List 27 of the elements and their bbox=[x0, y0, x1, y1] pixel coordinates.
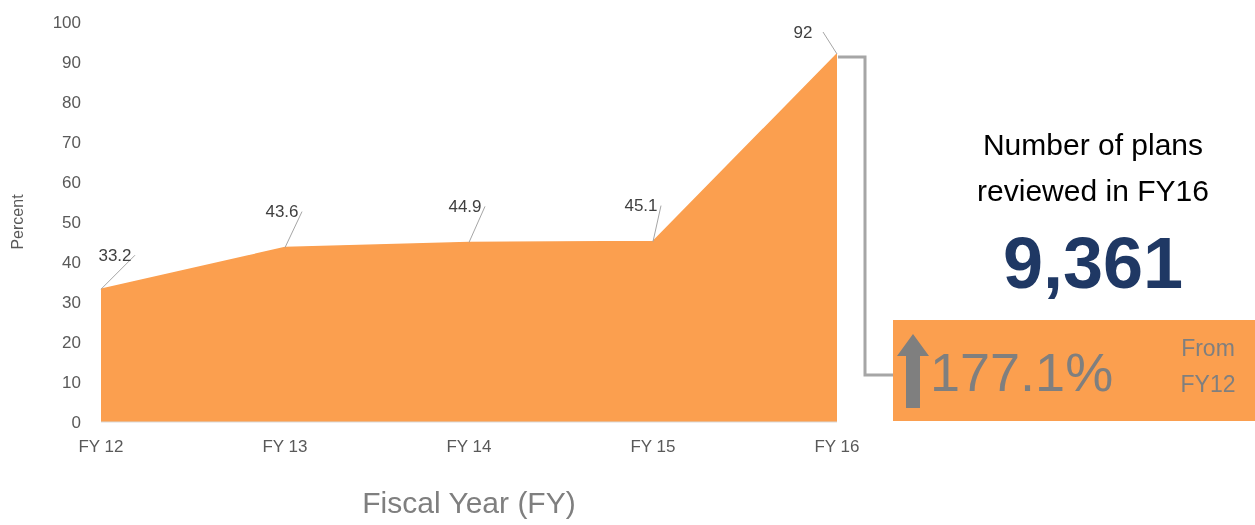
y-tick-label: 80 bbox=[62, 93, 81, 113]
y-axis-title: Percent bbox=[8, 193, 26, 250]
x-tick-label: FY 16 bbox=[814, 437, 860, 457]
y-tick-label: 40 bbox=[62, 253, 81, 273]
y-tick-label: 0 bbox=[71, 413, 81, 433]
data-label: 44.9 bbox=[448, 196, 482, 216]
y-tick-label: 10 bbox=[62, 373, 81, 393]
x-tick-label: FY 12 bbox=[78, 437, 124, 457]
x-tick-label: FY 15 bbox=[630, 437, 676, 457]
y-tick-label: 100 bbox=[52, 13, 81, 33]
text: 177.1% bbox=[930, 341, 1114, 404]
data-label: 92 bbox=[793, 22, 813, 42]
y-tick-label: 90 bbox=[62, 53, 81, 73]
x-axis-title: Fiscal Year (FY) bbox=[362, 486, 576, 519]
y-tick-label: 50 bbox=[62, 213, 81, 233]
text: Number of plans reviewed in FY16 bbox=[976, 127, 1210, 209]
x-tick-label: FY 13 bbox=[262, 437, 308, 457]
y-tick-label: 70 bbox=[62, 133, 81, 153]
y-tick-label: 20 bbox=[62, 333, 81, 353]
text: From FY12 bbox=[1179, 334, 1237, 399]
x-tick-label: FY 14 bbox=[446, 437, 492, 457]
y-tick-label: 60 bbox=[62, 173, 81, 193]
y-tick-label: 30 bbox=[62, 293, 81, 313]
data-label: 43.6 bbox=[265, 202, 299, 222]
data-label: 33.2 bbox=[98, 245, 132, 265]
data-label: 45.1 bbox=[624, 196, 658, 216]
text: 9,361 bbox=[1001, 222, 1185, 305]
